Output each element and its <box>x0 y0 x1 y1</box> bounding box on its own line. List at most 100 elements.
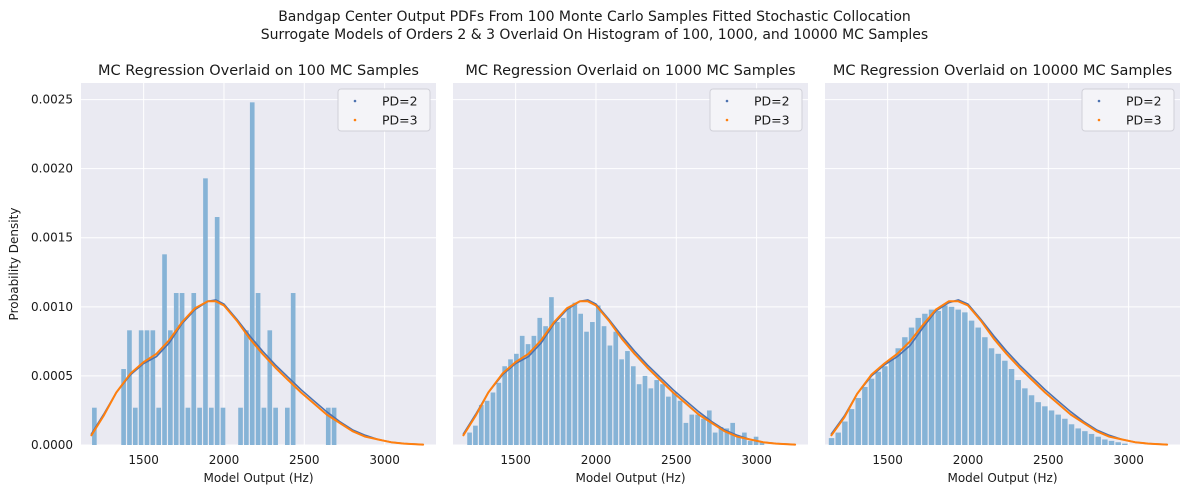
histogram-bar <box>648 388 654 445</box>
histogram-bar <box>179 293 185 445</box>
histogram-bar <box>613 331 619 445</box>
histogram-bar <box>261 407 267 445</box>
histogram-bar <box>502 366 507 445</box>
histogram-bar <box>902 337 908 445</box>
histogram-bar <box>642 375 648 445</box>
chart-title: MC Regression Overlaid on 10000 MC Sampl… <box>833 63 1172 79</box>
histogram-bar <box>942 305 948 445</box>
y-tick-label: 0.0025 <box>31 93 73 107</box>
histogram-bar <box>848 409 855 445</box>
chart-panel-1: MC Regression Overlaid on 100 MC Samples… <box>7 63 436 485</box>
x-tick-label: 2500 <box>289 453 320 467</box>
legend-box <box>1081 88 1175 132</box>
x-tick-label: 3000 <box>1113 453 1144 467</box>
histogram-bar <box>273 407 278 445</box>
chart-panel-2: MC Regression Overlaid on 1000 MC Sample… <box>453 63 808 485</box>
histogram-bar <box>490 392 496 445</box>
histogram-bar <box>724 428 730 445</box>
histogram-bar <box>1122 443 1128 445</box>
y-tick-label: 0.0000 <box>31 438 73 452</box>
histogram-bar <box>554 322 560 445</box>
histogram-bar <box>1082 431 1088 445</box>
histogram-bar <box>508 359 513 445</box>
x-tick-label: 1500 <box>500 453 531 467</box>
histogram-bar <box>1048 410 1055 445</box>
histogram-bar <box>478 404 484 445</box>
histogram-bar <box>712 432 718 445</box>
histogram-bar <box>842 421 848 445</box>
x-tick-label: 2000 <box>581 453 612 467</box>
histogram-bar <box>325 407 331 445</box>
series-line-pd2 <box>830 299 1168 446</box>
histogram-bar <box>197 407 202 445</box>
histogram-bar <box>888 359 895 445</box>
histogram-bar <box>473 425 478 445</box>
histogram-bar <box>572 302 578 445</box>
histogram-bar <box>1055 414 1061 445</box>
series-line-pd2 <box>90 299 424 446</box>
histogram-bar <box>660 384 665 445</box>
histogram-bar <box>601 326 607 445</box>
histogram-bar <box>982 337 988 445</box>
chart-title: MC Regression Overlaid on 1000 MC Sample… <box>465 63 795 79</box>
histogram-bar <box>525 344 531 445</box>
histogram-bar <box>736 436 741 445</box>
legend: PD=2 PD=3 <box>709 88 803 132</box>
histogram-bar <box>514 353 519 445</box>
histogram-bar <box>214 217 220 445</box>
histogram-bar <box>695 414 700 445</box>
histogram-bar <box>531 335 537 445</box>
legend-entry-label: PD=2 <box>1126 94 1162 109</box>
series-line-pd3 <box>830 300 1169 446</box>
histogram-bar <box>1035 402 1041 445</box>
chart-title: MC Regression Overlaid on 100 MC Samples <box>98 63 419 79</box>
histogram-bar <box>988 348 995 445</box>
histogram-bar <box>249 102 255 446</box>
histogram-bar <box>121 369 126 445</box>
legend-marker <box>1097 99 1101 103</box>
histogram-bar <box>759 442 765 445</box>
histogram-bar <box>1108 440 1115 445</box>
series-line-pd3 <box>90 300 425 446</box>
x-tick-label: 1500 <box>128 453 159 467</box>
x-axis-label: Model Output (Hz) <box>203 471 313 485</box>
histogram-bar <box>467 432 472 445</box>
histogram-bar <box>835 432 841 445</box>
histogram-bar <box>747 440 753 445</box>
histogram-bar <box>1068 424 1075 445</box>
histogram-bar <box>1028 395 1035 445</box>
legend: PD=2 PD=3 <box>337 88 431 132</box>
histogram-bar <box>636 384 642 445</box>
histogram-bar <box>484 400 490 445</box>
series-line-pd3 <box>462 300 797 446</box>
legend: PD=2 PD=3 <box>1081 88 1175 132</box>
histogram-bar <box>92 407 97 445</box>
legend-marker <box>353 99 357 103</box>
histogram-bar <box>496 382 502 445</box>
legend-box <box>337 88 431 132</box>
histogram-bar <box>935 310 941 445</box>
histogram-bar <box>666 396 671 445</box>
histogram-bar <box>855 398 861 445</box>
x-tick-label: 2500 <box>661 453 692 467</box>
histogram-bar <box>537 317 543 445</box>
chart-panel-3: MC Regression Overlaid on 10000 MC Sampl… <box>825 63 1180 485</box>
histogram-bar <box>1102 439 1108 445</box>
histogram-bar <box>1015 380 1021 445</box>
histogram-bar <box>331 407 337 445</box>
histogram-bar <box>173 293 179 445</box>
histogram-bar <box>1002 360 1008 445</box>
y-tick-label: 0.0015 <box>31 231 73 245</box>
histogram-bar <box>995 353 1001 445</box>
histogram-bar <box>948 306 955 445</box>
legend-entry-label: PD=3 <box>754 113 790 128</box>
histogram-bar <box>975 327 981 445</box>
histogram-bar <box>578 313 583 445</box>
histogram-bar <box>519 335 525 445</box>
x-tick-label: 1500 <box>872 453 903 467</box>
histogram-bar <box>150 330 156 445</box>
histogram-bar <box>630 366 636 445</box>
figure-suptitle-line-1: Bandgap Center Output PDFs From 100 Mont… <box>278 9 911 25</box>
histogram-bar <box>584 331 589 445</box>
histogram-bar <box>185 407 191 445</box>
